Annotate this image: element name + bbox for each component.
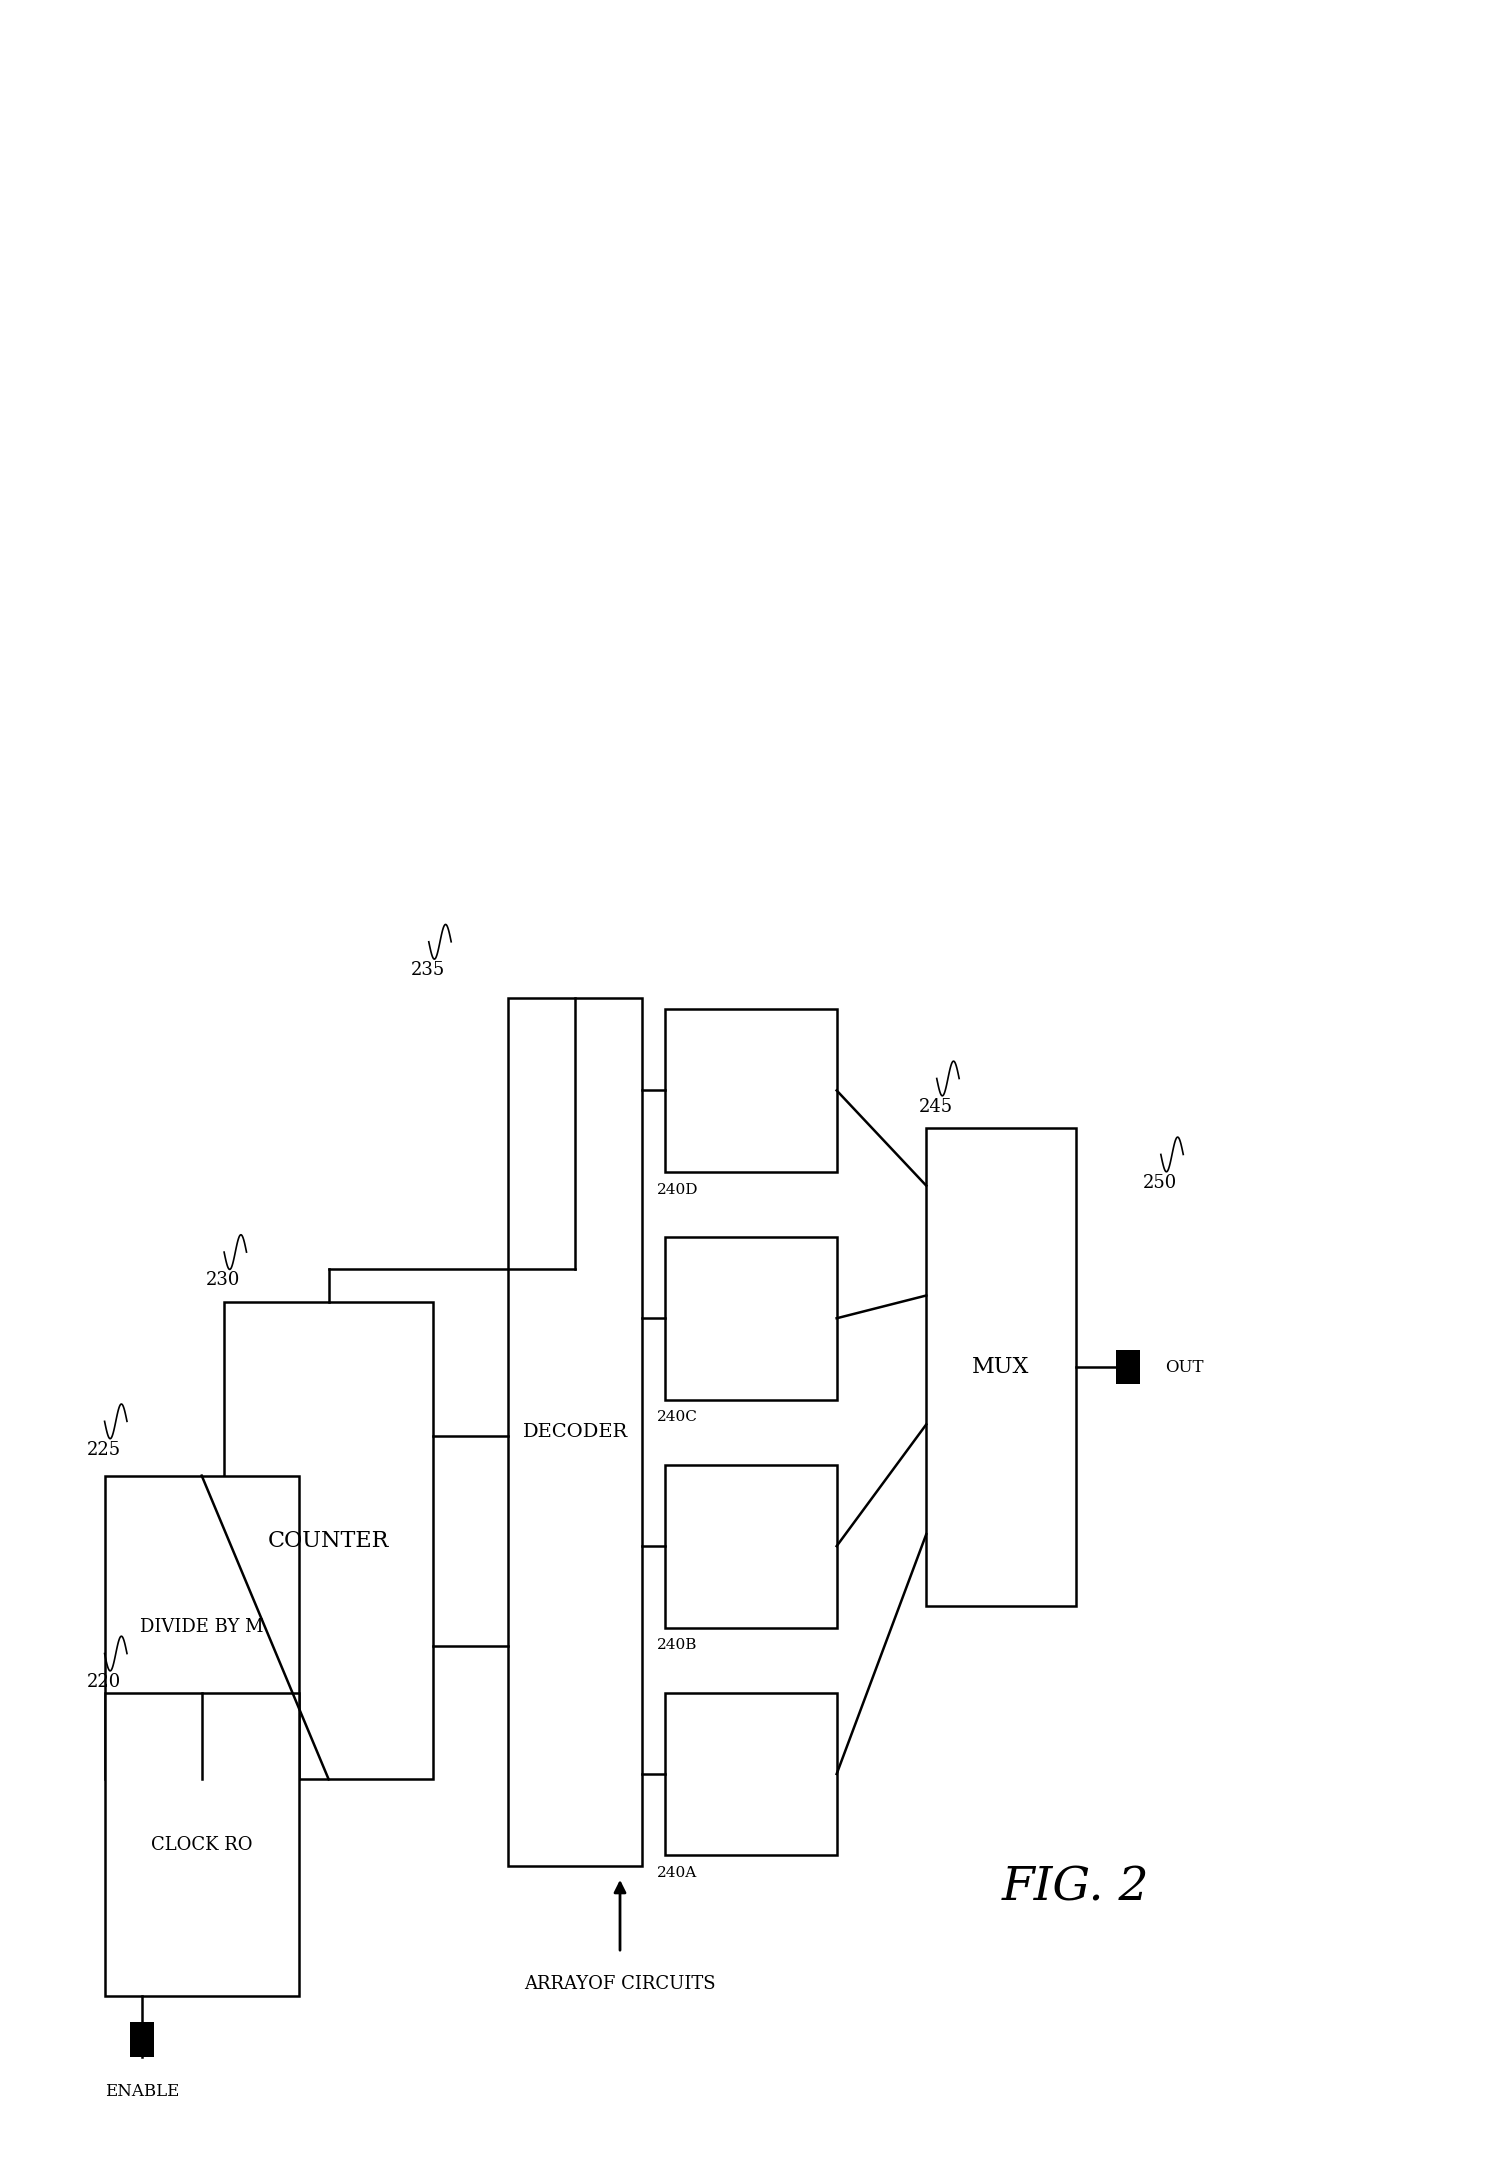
Text: DECODER: DECODER (523, 1424, 627, 1441)
Bar (926, 1128, 1076, 1606)
Bar (130, 2022, 154, 2057)
Text: 220: 220 (87, 1673, 121, 1690)
Text: 250: 250 (1143, 1174, 1177, 1191)
Text: MUX: MUX (973, 1356, 1029, 1378)
Text: ENABLE: ENABLE (105, 2083, 179, 2101)
Text: ARRAYOF CIRCUITS: ARRAYOF CIRCUITS (524, 1975, 716, 1992)
Text: 225: 225 (87, 1441, 121, 1458)
Bar (508, 998, 642, 1866)
Text: FIG. 2: FIG. 2 (1002, 1866, 1149, 1910)
Text: 235: 235 (411, 961, 445, 979)
Bar (105, 1476, 299, 1779)
Text: 240A: 240A (657, 1866, 698, 1879)
Text: COUNTER: COUNTER (267, 1530, 390, 1552)
Bar (665, 1009, 837, 1172)
Text: 230: 230 (206, 1272, 241, 1289)
Text: 240C: 240C (657, 1410, 698, 1424)
Bar (105, 1693, 299, 1996)
Text: 240D: 240D (657, 1183, 699, 1196)
Bar (224, 1302, 433, 1779)
Bar (665, 1465, 837, 1628)
Text: CLOCK RO: CLOCK RO (151, 1836, 252, 1853)
Text: OUT: OUT (1165, 1358, 1204, 1376)
Text: 240B: 240B (657, 1638, 698, 1651)
Bar (665, 1237, 837, 1400)
Text: 245: 245 (919, 1098, 953, 1115)
Text: DIVIDE BY M: DIVIDE BY M (140, 1619, 263, 1636)
Bar (665, 1693, 837, 1855)
Bar (1116, 1350, 1140, 1384)
